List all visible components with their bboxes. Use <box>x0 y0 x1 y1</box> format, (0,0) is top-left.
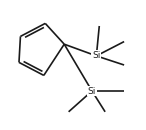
Text: Si: Si <box>92 51 101 60</box>
Text: Si: Si <box>88 86 96 96</box>
